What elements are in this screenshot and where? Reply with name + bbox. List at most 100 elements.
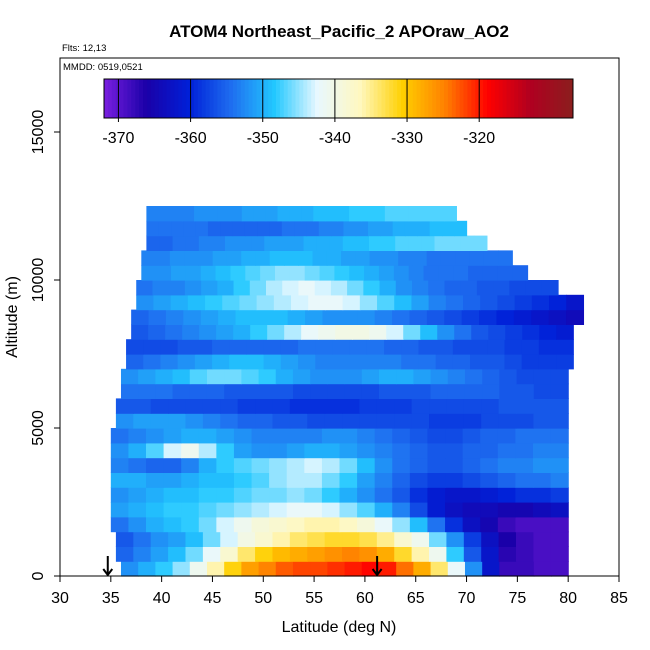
- colorbar-segment: [393, 79, 398, 118]
- heatmap-cell: [440, 250, 456, 266]
- heatmap-cell: [386, 324, 404, 340]
- heatmap-cell: [185, 531, 204, 547]
- heatmap-cell: [521, 339, 540, 355]
- heatmap-cell: [163, 487, 182, 503]
- heatmap-cell: [269, 457, 288, 473]
- heatmap-cell: [321, 442, 341, 459]
- heatmap-cell: [133, 413, 152, 429]
- heatmap-cell: [148, 309, 167, 325]
- heatmap-cell: [181, 516, 200, 533]
- heatmap-cell: [255, 398, 274, 414]
- heatmap-cell: [361, 383, 380, 399]
- colorbar-segment: [565, 79, 570, 118]
- heatmap-cell: [463, 531, 482, 547]
- colorbar-segment: [232, 79, 238, 118]
- heatmap-cell: [202, 398, 221, 414]
- colorbar-segment: [514, 79, 519, 118]
- heatmap-cell: [481, 398, 500, 414]
- heatmap-cell: [251, 472, 270, 488]
- colorbar-segment: [107, 79, 113, 118]
- heatmap-cell: [183, 220, 197, 237]
- heatmap-cell: [452, 354, 471, 370]
- heatmap-cell: [313, 206, 326, 222]
- heatmap-cell: [241, 383, 260, 399]
- heatmap-cell: [141, 250, 157, 266]
- heatmap-cell: [202, 531, 221, 547]
- heatmap-cell: [284, 324, 302, 340]
- colorbar-segment: [510, 79, 515, 118]
- colorbar-segment: [225, 79, 230, 118]
- heatmap-cell: [339, 472, 358, 488]
- heatmap-cell: [126, 339, 144, 355]
- heatmap-cell: [550, 398, 569, 414]
- heatmap-cell: [264, 235, 278, 251]
- heatmap-cell: [269, 516, 288, 533]
- heatmap-cell: [255, 546, 274, 562]
- colorbar-segment: [361, 79, 367, 118]
- heatmap-cell: [155, 250, 171, 266]
- x-tick-label: 55: [305, 590, 323, 607]
- heatmap-cell: [444, 280, 462, 296]
- heatmap-cell: [408, 265, 425, 281]
- heatmap-cell: [325, 294, 344, 311]
- colorbar-segment: [178, 79, 183, 118]
- heatmap-cell: [364, 265, 380, 281]
- heatmap-cell: [339, 309, 358, 325]
- heatmap-cell: [409, 472, 429, 488]
- heatmap-cell: [327, 368, 346, 385]
- heatmap-cell: [395, 235, 409, 251]
- heatmap-cell: [394, 413, 413, 429]
- colorbar-segment: [416, 79, 422, 118]
- heatmap-cell: [269, 442, 288, 459]
- heatmap-cell: [304, 428, 323, 444]
- heatmap-cell: [432, 206, 446, 222]
- colorbar-segment: [268, 79, 273, 118]
- heatmap-cell: [357, 309, 376, 325]
- x-tick-label: 50: [254, 590, 272, 607]
- heatmap-cell: [392, 309, 411, 325]
- colorbar-segment: [318, 79, 324, 118]
- heatmap-cell: [298, 250, 314, 266]
- heatmap-cell: [181, 472, 200, 488]
- heatmap-cell: [409, 502, 429, 518]
- heatmap-cell: [444, 309, 463, 325]
- heatmap-cell: [182, 206, 195, 222]
- heatmap-cell: [435, 354, 454, 370]
- heatmap-cell: [445, 294, 464, 311]
- heatmap-cell: [550, 472, 569, 488]
- colorbar-segment: [365, 79, 371, 118]
- heatmap-cell: [324, 398, 343, 414]
- heatmap-cell: [327, 561, 346, 577]
- heatmap-cell: [201, 280, 218, 296]
- heatmap-cell: [392, 442, 411, 459]
- heatmap-cell: [229, 206, 243, 222]
- heatmap-cell: [330, 280, 348, 296]
- heatmap-cell: [533, 457, 552, 473]
- heatmap-cell: [133, 398, 152, 414]
- colorbar-segment: [240, 79, 246, 118]
- heatmap-cell: [409, 487, 429, 503]
- heatmap-cell: [163, 472, 182, 488]
- heatmap-cell: [462, 442, 481, 459]
- heatmap-cell: [251, 516, 270, 533]
- heatmap-cell: [110, 472, 130, 488]
- x-axis-label: Latitude (deg N): [282, 619, 397, 636]
- heatmap-cell: [141, 265, 157, 281]
- colorbar-segment: [354, 79, 359, 118]
- heatmap-cell: [376, 398, 395, 414]
- heatmap-cell: [426, 250, 442, 266]
- flights-label: Flts: 12,13: [62, 43, 106, 54]
- colorbar-segment: [217, 79, 222, 118]
- heatmap-cell: [498, 413, 517, 429]
- heatmap-cell: [412, 280, 429, 296]
- heatmap-cell: [515, 516, 534, 533]
- heatmap-cell: [304, 457, 323, 473]
- heatmap-cell: [202, 413, 221, 429]
- heatmap-cell: [464, 368, 483, 385]
- heatmap-cell: [156, 265, 172, 281]
- heatmap-cell: [220, 398, 239, 414]
- heatmap-cell: [497, 516, 517, 533]
- heatmap-cell: [172, 235, 187, 251]
- colorbar-segment: [275, 79, 281, 118]
- colorbar-segment: [131, 79, 136, 118]
